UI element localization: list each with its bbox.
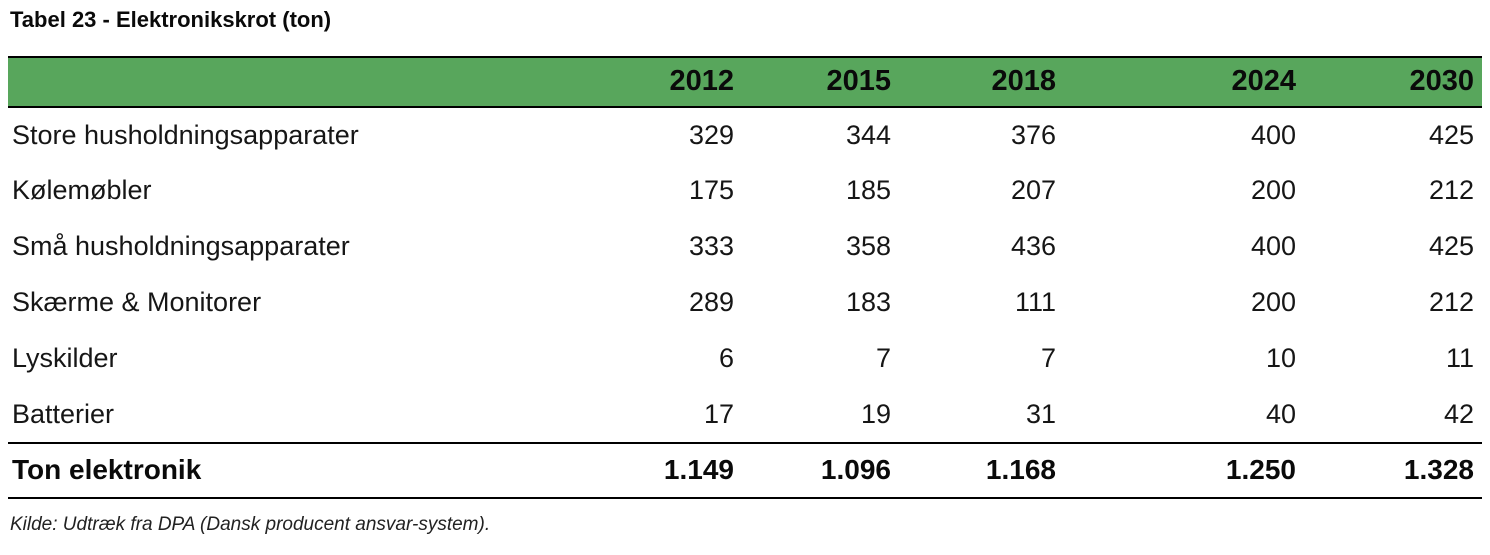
cell-value: 183 [845, 287, 891, 317]
cell-value: 7 [1040, 343, 1056, 373]
cell-value: 111 [1014, 287, 1056, 317]
row-label: Skærme & Monitorer [12, 287, 262, 317]
cell-value: 289 [688, 287, 734, 317]
row-label: Store husholdningsapparater [12, 119, 359, 150]
cell-value: 7 [875, 343, 891, 373]
total-row: Ton elektronik 1.149 1.096 1.168 1.250 1… [8, 441, 1482, 499]
cell-value: 207 [1010, 175, 1056, 205]
cell-value: 42 [1443, 398, 1474, 429]
cell-value: 436 [1010, 231, 1056, 261]
cell-value: 400 [1250, 119, 1296, 150]
cell-value: 200 [1250, 287, 1296, 317]
year-header-2018: 2018 [899, 55, 1064, 108]
table-row: Skærme & Monitorer 289 183 111 200 212 [8, 275, 1482, 331]
cell-value: 19 [860, 398, 891, 429]
cell-value: 17 [703, 398, 734, 429]
elektronikskrot-table: 2012 2015 2018 2024 2030 Store husholdni… [8, 55, 1482, 499]
cell-value: 6 [718, 343, 734, 373]
cell-value: 40 [1265, 398, 1296, 429]
cell-value: 329 [688, 119, 734, 150]
year-header-2024: 2024 [1064, 55, 1304, 108]
table-row: Kølemøbler 175 185 207 200 212 [8, 163, 1482, 219]
total-value: 1.149 [592, 441, 742, 499]
cell-value: 344 [845, 119, 891, 150]
total-value: 1.328 [1304, 441, 1482, 499]
table-header: 2012 2015 2018 2024 2030 [8, 55, 1482, 108]
row-label: Batterier [12, 398, 115, 429]
cell-value: 376 [1010, 119, 1056, 150]
year-header-2015: 2015 [742, 55, 899, 108]
page: Tabel 23 - Elektronikskrot (ton) 2012 20… [8, 7, 1482, 535]
cell-value: 10 [1265, 343, 1296, 373]
table-title: Tabel 23 - Elektronikskrot (ton) [10, 7, 332, 32]
cell-value: 212 [1428, 287, 1474, 317]
year-header-2012: 2012 [592, 55, 742, 108]
year-header-2030: 2030 [1304, 55, 1482, 108]
total-value: 1.250 [1064, 441, 1304, 499]
cell-value: 212 [1428, 175, 1474, 205]
row-label: Kølemøbler [12, 175, 152, 205]
row-label: Små husholdningsapparater [12, 231, 350, 261]
table-row: Små husholdningsapparater 333 358 436 40… [8, 219, 1482, 275]
total-value: 1.168 [899, 441, 1064, 499]
cell-value: 400 [1250, 231, 1296, 261]
cell-value: 200 [1250, 175, 1296, 205]
cell-value: 185 [845, 175, 891, 205]
cell-value: 31 [1025, 398, 1056, 429]
corner-cell [8, 55, 592, 108]
total-label: Ton elektronik [8, 441, 592, 499]
cell-value: 175 [688, 175, 734, 205]
cell-value: 425 [1428, 231, 1474, 261]
table-row: Batterier 17 19 31 40 42 [8, 387, 1482, 443]
table-row: Lyskilder 6 7 7 10 11 [8, 331, 1482, 387]
row-label: Lyskilder [12, 343, 118, 373]
table-body: Store husholdningsapparater 329 344 376 … [8, 107, 1482, 499]
table-row: Store husholdningsapparater 329 344 376 … [8, 107, 1482, 163]
cell-value: 358 [845, 231, 891, 261]
cell-value: 425 [1428, 119, 1474, 150]
cell-value: 11 [1445, 343, 1474, 373]
header-row: 2012 2015 2018 2024 2030 [8, 55, 1482, 108]
cell-value: 333 [688, 231, 734, 261]
source-note: Kilde: Udtræk fra DPA (Dansk producent a… [10, 513, 491, 535]
total-value: 1.096 [742, 441, 899, 499]
